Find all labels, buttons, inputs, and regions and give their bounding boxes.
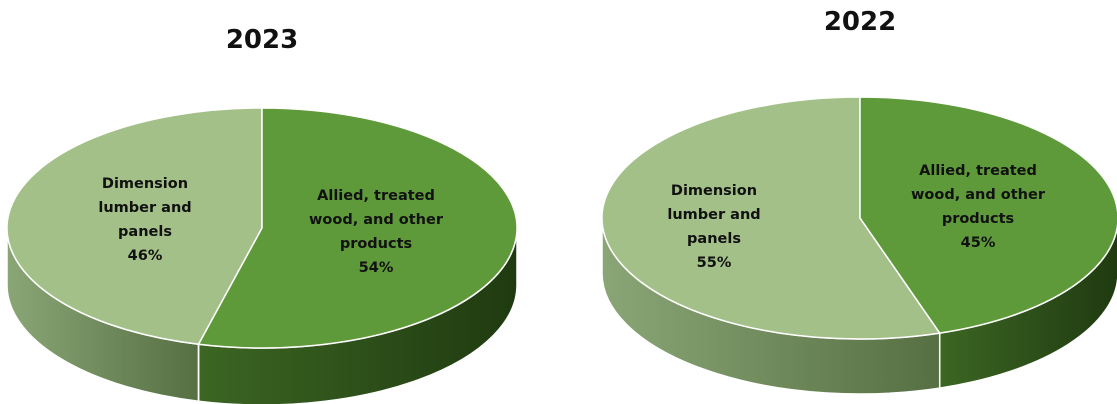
pie-slice-2-dimension — [601, 96, 942, 340]
pie-slice-2-allied — [859, 96, 1117, 334]
slice-label-line: Dimension — [102, 176, 188, 192]
slice-label-line: Allied, treated — [919, 163, 1037, 179]
slice-label-line: products — [942, 211, 1014, 227]
slice-label-line: 45% — [961, 235, 996, 251]
slice-label-line: products — [340, 236, 412, 252]
slice-label-line: wood, and other — [911, 187, 1046, 203]
slice-label-line: Allied, treated — [317, 188, 435, 204]
slice-label-line: panels — [687, 231, 741, 247]
slice-label-line: Dimension — [671, 183, 757, 199]
slice-label-2-2: Allied, treated wood, and other products 45… — [911, 163, 1046, 251]
pie-slice-1-allied — [197, 107, 518, 349]
slice-label-2-1: Dimension lumber and panels 55% — [667, 183, 760, 271]
pie-chart-1: 2023 Dimension lumber and panels 46% Allied, … — [6, 25, 518, 404]
slice-label-line: wood, and other — [309, 212, 444, 228]
slice-label-line: 55% — [697, 255, 732, 271]
slice-label-line: 54% — [359, 260, 394, 276]
slice-label-line: lumber and — [667, 207, 760, 223]
slice-label-line: panels — [118, 224, 172, 240]
pie-chart-2: 2022 Dimension lumber and panels 55% Allied, … — [601, 7, 1117, 395]
slice-label-1-2: Allied, treated wood, and other products 54… — [309, 188, 444, 276]
slice-label-line: 46% — [128, 248, 163, 264]
chart-title-1: 2023 — [226, 25, 298, 55]
pie-slice-1-dimension — [6, 107, 263, 346]
slice-label-line: lumber and — [98, 200, 191, 216]
slice-label-1-1: Dimension lumber and panels 46% — [98, 176, 191, 264]
chart-title-2: 2022 — [824, 7, 896, 37]
